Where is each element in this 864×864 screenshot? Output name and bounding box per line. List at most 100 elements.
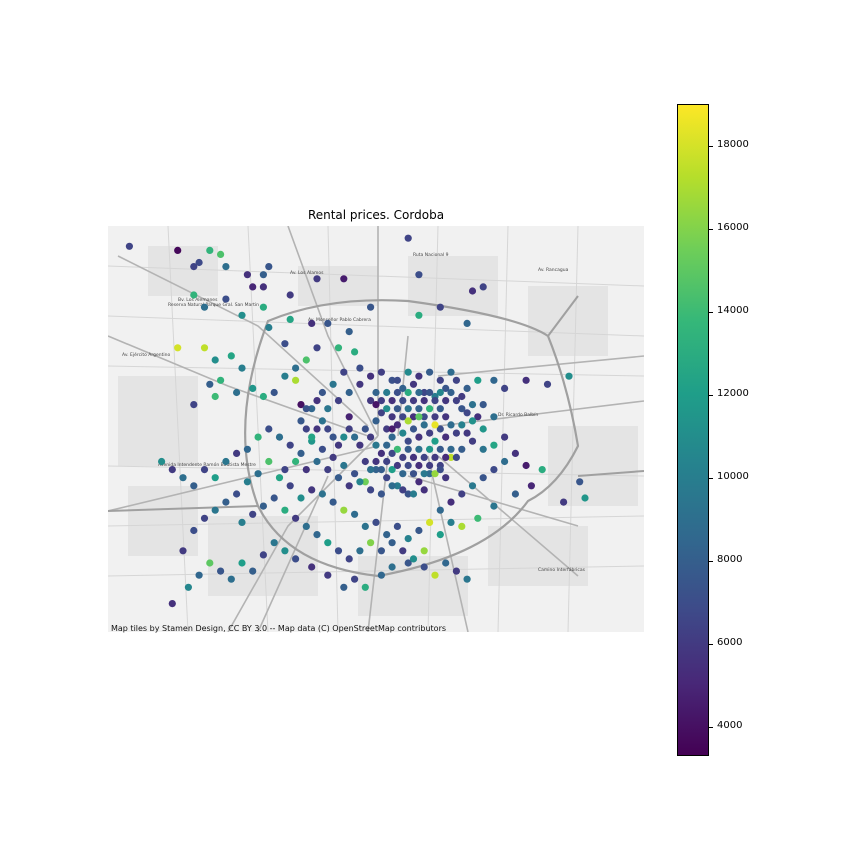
price-point[interactable] [383,441,391,449]
price-point[interactable] [190,482,198,490]
price-point[interactable] [388,482,396,490]
price-point[interactable] [490,502,498,510]
price-point[interactable] [415,478,423,486]
price-point[interactable] [190,401,198,409]
price-point[interactable] [286,482,294,490]
price-point[interactable] [324,466,332,474]
price-point[interactable] [292,364,300,372]
price-point[interactable] [297,494,305,502]
price-point[interactable] [522,461,530,470]
price-point[interactable] [367,466,375,474]
price-point[interactable] [404,490,412,498]
price-point[interactable] [399,547,407,555]
price-point[interactable] [436,303,444,311]
price-point[interactable] [383,531,391,539]
price-point[interactable] [286,315,294,323]
price-point[interactable] [318,388,326,397]
price-point[interactable] [393,405,401,413]
price-point[interactable] [399,384,407,392]
price-point[interactable] [361,478,369,486]
price-point[interactable] [377,466,385,474]
price-point[interactable] [431,437,439,445]
price-point[interactable] [404,388,412,397]
price-point[interactable] [302,522,310,530]
price-point[interactable] [393,461,401,470]
price-point[interactable] [313,531,321,539]
price-point[interactable] [436,405,444,413]
price-point[interactable] [345,555,353,563]
price-point[interactable] [249,384,257,392]
price-point[interactable] [452,376,460,384]
price-point[interactable] [324,425,332,433]
price-point[interactable] [200,466,209,474]
price-point[interactable] [426,368,434,376]
price-point[interactable] [479,283,487,291]
price-point[interactable] [388,563,396,571]
price-point[interactable] [442,384,450,392]
price-point[interactable] [174,246,182,254]
price-point[interactable] [576,478,584,486]
price-point[interactable] [125,242,133,250]
price-point[interactable] [458,392,466,401]
price-point[interactable] [265,457,273,466]
price-point[interactable] [345,328,353,336]
price-point[interactable] [501,384,509,392]
price-point[interactable] [442,433,450,441]
price-point[interactable] [436,506,444,514]
price-point[interactable] [313,425,321,433]
price-point[interactable] [238,311,246,319]
price-point[interactable] [281,547,289,555]
price-point[interactable] [436,388,444,397]
price-point[interactable] [340,433,348,441]
price-point[interactable] [511,490,519,498]
price-point[interactable] [275,474,284,482]
price-point[interactable] [190,526,198,535]
price-point[interactable] [479,425,487,433]
price-point[interactable] [195,571,203,579]
price-point[interactable] [383,425,391,433]
price-point[interactable] [168,466,176,474]
price-point[interactable] [543,380,552,388]
price-point[interactable] [227,352,235,360]
price-point[interactable] [340,583,348,591]
price-point[interactable] [345,388,353,397]
price-point[interactable] [420,413,428,421]
price-point[interactable] [431,413,439,421]
price-point[interactable] [468,417,477,425]
price-point[interactable] [292,555,300,563]
price-point[interactable] [238,364,246,372]
price-point[interactable] [222,295,230,303]
price-point[interactable] [431,453,439,461]
price-point[interactable] [420,421,428,429]
price-point[interactable] [356,364,364,372]
price-point[interactable] [329,433,337,441]
price-point[interactable] [420,486,428,494]
price-point[interactable] [259,392,267,401]
price-point[interactable] [426,518,434,526]
price-point[interactable] [318,417,326,425]
price-point[interactable] [249,510,257,518]
price-point[interactable] [249,567,257,575]
price-point[interactable] [270,388,278,397]
price-point[interactable] [351,510,359,518]
price-point[interactable] [329,498,337,506]
price-point[interactable] [468,437,477,445]
price-point[interactable] [200,303,209,311]
price-point[interactable] [265,425,273,433]
price-point[interactable] [463,575,471,583]
price-point[interactable] [431,470,439,478]
price-point[interactable] [388,376,396,384]
price-point[interactable] [367,486,375,494]
price-point[interactable] [377,409,385,417]
price-point[interactable] [372,518,380,526]
price-point[interactable] [281,372,289,380]
price-point[interactable] [377,571,385,579]
price-point[interactable] [361,457,369,466]
price-point[interactable] [329,453,337,461]
price-point[interactable] [436,466,444,474]
price-point[interactable] [222,263,230,271]
price-point[interactable] [324,571,332,579]
price-point[interactable] [436,445,444,453]
price-point[interactable] [447,421,455,429]
price-point[interactable] [415,445,423,453]
